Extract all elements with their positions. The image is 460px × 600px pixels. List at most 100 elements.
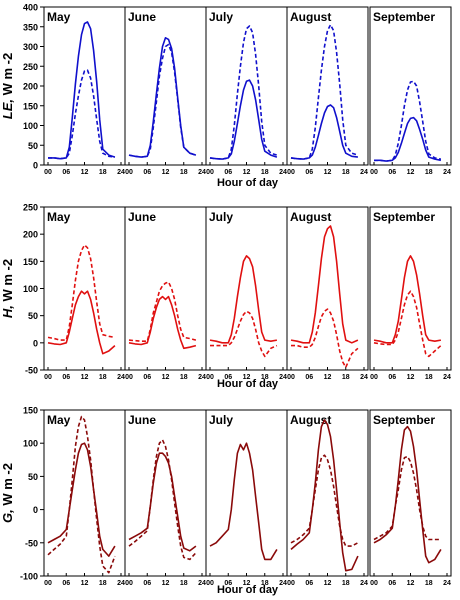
x-tick-label: 06: [143, 374, 151, 381]
x-tick-label: 12: [243, 169, 251, 176]
panel-september: September 00 06 12 18 24: [369, 6, 452, 176]
x-tick-label: 18: [425, 374, 433, 381]
x-tick-label: 18: [261, 374, 269, 381]
solid-series-line: [209, 442, 278, 561]
x-tick-label: 24: [279, 374, 287, 381]
x-tick-label: 00: [206, 169, 214, 176]
month-label: September: [373, 10, 435, 24]
x-tick-label: 12: [243, 374, 251, 381]
month-label: August: [290, 413, 331, 427]
y-tick-label: -50: [25, 366, 38, 376]
dashed-series-line: [47, 415, 116, 574]
x-tick-label: 00: [287, 580, 295, 587]
x-tick-label: 24: [279, 169, 287, 176]
x-tick-label: 00: [125, 374, 133, 381]
x-tick-label: 06: [224, 580, 232, 587]
x-tick-label: 18: [425, 580, 433, 587]
x-tick-label: 18: [425, 169, 433, 176]
x-axis-label: Hour of day: [217, 177, 279, 189]
x-tick-label: 06: [388, 169, 396, 176]
x-tick-label: 00: [370, 169, 378, 176]
x-tick-label: 24: [360, 580, 368, 587]
panel-frame: [369, 206, 452, 371]
x-tick-label: 00: [206, 374, 214, 381]
panel-frame: [43, 206, 126, 371]
x-tick-label: 00: [370, 374, 378, 381]
x-tick-label: 24: [443, 374, 451, 381]
y-tick-label: 50: [28, 311, 38, 321]
x-tick-label: 00: [287, 374, 295, 381]
month-label: August: [290, 10, 331, 24]
panel-june: June 00 06 12 18 24: [124, 409, 207, 587]
panel-august: August 00 06 12 18 24: [286, 409, 369, 587]
panel-frame: [43, 6, 126, 166]
x-tick-label: 00: [125, 169, 133, 176]
panel-july: July 00 06 12 18 24: [205, 409, 288, 587]
dashed-series-line: [373, 290, 442, 358]
x-tick-label: 12: [407, 580, 415, 587]
chart-row-2: -50 0 50 100 150 200 250 H, W m -2 May 00 06 12 18 24…: [0, 203, 452, 390]
x-tick-label: 24: [117, 169, 125, 176]
month-label: July: [209, 413, 233, 427]
y-tick-label: 300: [23, 42, 38, 52]
y-tick-label: -100: [20, 572, 38, 582]
y-tick-label: 400: [23, 3, 38, 13]
solid-series-line: [373, 425, 442, 564]
y-tick-label: 100: [23, 284, 38, 294]
x-tick-label: 06: [388, 374, 396, 381]
y-tick-label: 0: [33, 161, 38, 171]
x-tick-label: 18: [342, 169, 350, 176]
x-tick-label: 12: [162, 374, 170, 381]
y-tick-label: 0: [33, 505, 38, 515]
x-tick-label: 12: [81, 169, 89, 176]
month-label: June: [128, 413, 156, 427]
month-label: July: [209, 210, 233, 224]
x-tick-label: 12: [324, 374, 332, 381]
x-tick-label: 24: [360, 169, 368, 176]
panel-frame: [205, 6, 288, 166]
y-tick-label: 50: [28, 472, 38, 482]
x-tick-label: 06: [305, 374, 313, 381]
solid-series-line: [48, 21, 116, 160]
x-tick-label: 12: [81, 580, 89, 587]
panel-frame: [43, 409, 126, 577]
dashed-series-line: [290, 24, 359, 160]
panel-july: July 00 06 12 18 24: [205, 6, 288, 176]
y-tick-label: 150: [23, 101, 38, 111]
x-tick-label: 00: [287, 169, 295, 176]
solid-series-line: [209, 255, 278, 344]
x-tick-label: 06: [62, 580, 70, 587]
solid-series-line: [47, 290, 116, 355]
x-tick-label: 18: [180, 169, 188, 176]
x-tick-label: 24: [198, 169, 206, 176]
solid-series-line: [128, 295, 197, 350]
month-label: September: [373, 210, 435, 224]
x-tick-label: 00: [44, 580, 52, 587]
x-tick-label: 24: [117, 374, 125, 381]
solid-series-line: [290, 104, 359, 160]
x-tick-label: 12: [162, 169, 170, 176]
dashed-series-line: [374, 80, 442, 162]
panel-frame: [286, 6, 369, 166]
dashed-series-line: [209, 25, 278, 160]
dashed-series-line: [48, 69, 116, 160]
dashed-series-line: [290, 454, 359, 547]
dashed-series-line: [128, 439, 197, 561]
x-tick-label: 12: [243, 580, 251, 587]
solid-series-line: [290, 225, 359, 344]
month-label: June: [128, 10, 156, 24]
dashed-series-line: [47, 244, 116, 341]
chart-row-1: 0 50 100 150 200 250 300 350 400 LE, W m -2 May 00 0…: [0, 3, 452, 189]
x-tick-label: 00: [44, 374, 52, 381]
x-tick-label: 06: [143, 580, 151, 587]
x-tick-label: 18: [180, 374, 188, 381]
solid-series-line: [128, 37, 197, 158]
month-label: May: [47, 413, 71, 427]
month-label: May: [47, 10, 71, 24]
solid-series-line: [374, 116, 442, 162]
y-tick-label: -50: [25, 538, 38, 548]
x-tick-label: 24: [443, 580, 451, 587]
x-tick-label: 18: [261, 580, 269, 587]
